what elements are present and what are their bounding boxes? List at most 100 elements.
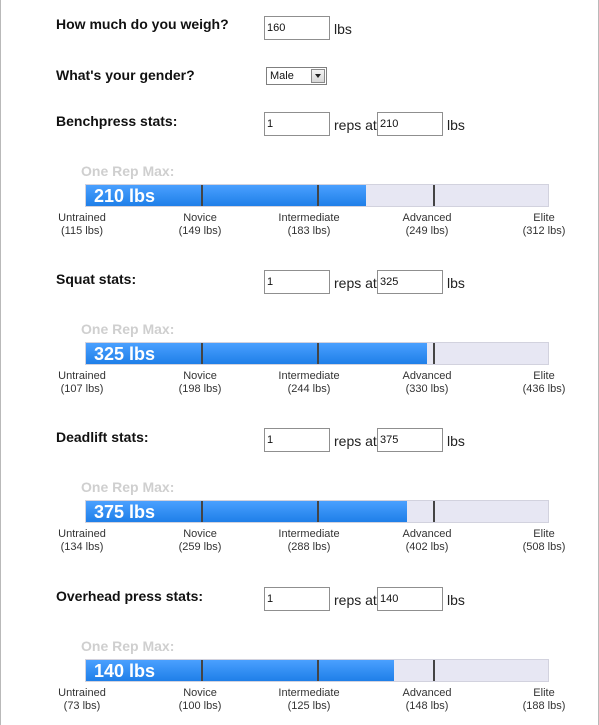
strength-level-name: Novice [183,528,217,540]
strength-level-threshold: (188 lbs) [522,700,566,712]
level-tick [317,501,319,522]
strength-level-threshold: (73 lbs) [63,700,101,712]
one-rep-max-value: 140 lbs [94,661,156,681]
strength-level-threshold: (148 lbs) [405,700,449,712]
strength-level-name: Advanced [402,528,452,540]
strength-level-name: Untrained [58,370,106,382]
strength-level: Intermediate (288 lbs) [264,528,354,554]
lift-stats-label: Overhead press stats: [56,588,204,604]
strength-level-name: Untrained [58,212,106,224]
lift-weight-input[interactable] [377,587,443,611]
strength-level: Intermediate (183 lbs) [264,212,354,238]
strength-level: Untrained (107 lbs) [37,370,127,396]
strength-level-name: Advanced [402,687,452,699]
strength-level: Advanced (148 lbs) [382,687,472,713]
strength-level: Elite (188 lbs) [499,687,589,713]
lift-stats-label: Benchpress stats: [56,113,178,129]
one-rep-max-bar: 375 lbs [85,500,549,523]
level-tick [433,185,435,206]
lift-weight-unit-label: lbs [447,433,465,449]
lift-weight-input[interactable] [377,428,443,452]
strength-level: Untrained (134 lbs) [37,528,127,554]
strength-level: Intermediate (244 lbs) [264,370,354,396]
gender-select[interactable]: Male [266,67,327,85]
strength-level-threshold: (100 lbs) [178,700,222,712]
lift-weight-unit-label: lbs [447,592,465,608]
reps-at-label: reps at [334,592,377,608]
one-rep-max-value: 325 lbs [94,344,156,364]
strength-level-threshold: (244 lbs) [287,383,331,395]
strength-level-name: Intermediate [278,528,340,540]
one-rep-max-bar: 140 lbs [85,659,549,682]
strength-level-name: Elite [533,687,555,699]
strength-level: Advanced (402 lbs) [382,528,472,554]
strength-level-threshold: (198 lbs) [178,383,222,395]
one-rep-max-bar-fill [86,343,428,364]
lift-stats-label: Squat stats: [56,271,137,287]
strength-level: Untrained (115 lbs) [37,212,127,238]
strength-level-threshold: (508 lbs) [522,541,566,553]
lift-weight-unit-label: lbs [447,275,465,291]
lift-weight-input[interactable] [377,112,443,136]
strength-level-name: Intermediate [278,687,340,699]
strength-level-name: Untrained [58,687,106,699]
reps-at-label: reps at [334,433,377,449]
strength-level-name: Intermediate [278,212,340,224]
strength-level-name: Advanced [402,212,452,224]
lift-stats-label: Deadlift stats: [56,429,149,445]
reps-input[interactable] [264,112,330,136]
strength-level: Advanced (330 lbs) [382,370,472,396]
weight-input[interactable] [264,16,330,40]
reps-input[interactable] [264,428,330,452]
strength-level-name: Advanced [402,370,452,382]
level-tick [317,185,319,206]
strength-level-threshold: (107 lbs) [60,383,104,395]
strength-level-name: Elite [533,528,555,540]
one-rep-max-bar-fill [86,185,366,206]
reps-at-label: reps at [334,275,377,291]
strength-level-threshold: (312 lbs) [522,225,566,237]
level-tick [433,501,435,522]
strength-level-threshold: (402 lbs) [405,541,449,553]
strength-level: Elite (508 lbs) [499,528,589,554]
strength-level-name: Elite [533,212,555,224]
one-rep-max-bar: 210 lbs [85,184,549,207]
strength-level-name: Novice [183,370,217,382]
one-rep-max-label: One Rep Max: [81,638,175,654]
gender-select-value: Male [270,70,294,82]
strength-level-threshold: (330 lbs) [405,383,449,395]
strength-level: Novice (100 lbs) [155,687,245,713]
strength-level-threshold: (115 lbs) [61,225,103,237]
strength-level-threshold: (149 lbs) [178,225,222,237]
level-tick [317,343,319,364]
strength-level-name: Novice [183,212,217,224]
level-tick [433,660,435,681]
strength-level-threshold: (125 lbs) [287,700,331,712]
one-rep-max-bar: 325 lbs [85,342,549,365]
level-tick [317,660,319,681]
level-tick [433,343,435,364]
weight-question-label: How much do you weigh? [56,16,229,32]
lift-weight-input[interactable] [377,270,443,294]
strength-level: Novice (198 lbs) [155,370,245,396]
one-rep-max-value: 210 lbs [94,186,156,206]
strength-level-name: Novice [183,687,217,699]
strength-level: Untrained (73 lbs) [37,687,127,713]
chevron-down-icon[interactable] [311,69,325,83]
one-rep-max-value: 375 lbs [94,502,156,522]
strength-level-threshold: (183 lbs) [287,225,331,237]
strength-level: Elite (436 lbs) [499,370,589,396]
reps-input[interactable] [264,587,330,611]
reps-at-label: reps at [334,117,377,133]
strength-level: Novice (259 lbs) [155,528,245,554]
strength-level-threshold: (134 lbs) [60,541,104,553]
strength-level-threshold: (259 lbs) [178,541,222,553]
one-rep-max-bar-fill [86,660,394,681]
strength-level-threshold: (288 lbs) [287,541,331,553]
strength-level-name: Untrained [58,528,106,540]
strength-level-threshold: (249 lbs) [405,225,449,237]
one-rep-max-label: One Rep Max: [81,321,175,337]
strength-level-name: Intermediate [278,370,340,382]
reps-input[interactable] [264,270,330,294]
gender-question-label: What's your gender? [56,67,195,83]
